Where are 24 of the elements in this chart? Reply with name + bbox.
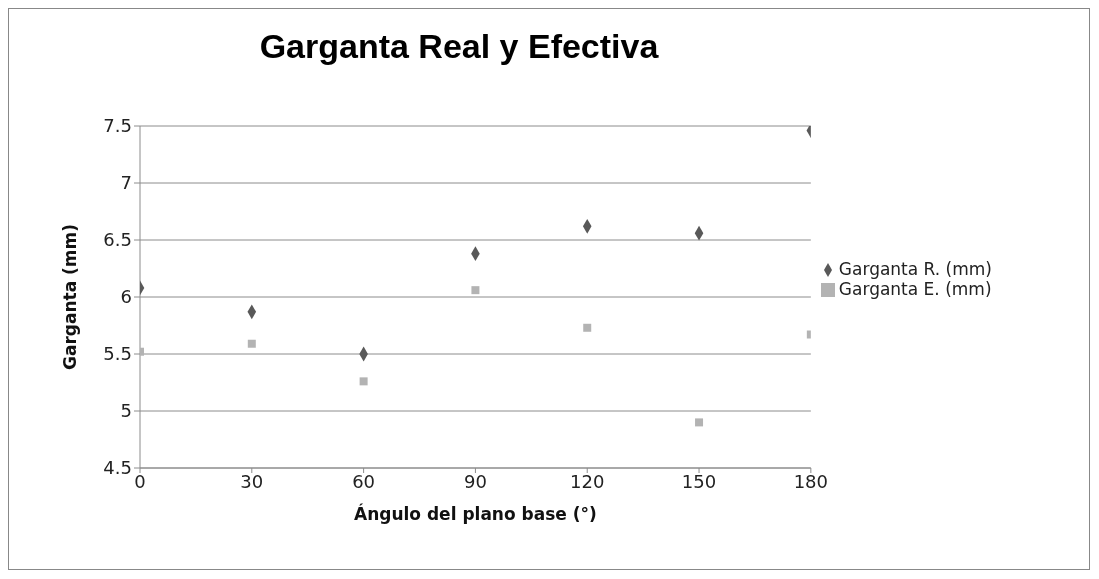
y-tick-label: 5.5 — [103, 343, 132, 365]
y-tick-label: 6.5 — [103, 229, 132, 251]
legend-label: Garganta R. (mm) — [838, 259, 992, 279]
x-axis-title: Ángulo del plano base (°) — [354, 503, 597, 524]
x-tick-label: 150 — [681, 470, 717, 492]
legend-label: Garganta E. (mm) — [838, 279, 992, 299]
x-tick-label: 90 — [463, 470, 487, 492]
y-axis-title: Garganta (mm) — [60, 223, 81, 371]
y-tick-label: 4.5 — [103, 457, 132, 479]
x-tick-label: 30 — [240, 470, 264, 492]
chart-title: Garganta Real y Efectiva — [258, 27, 660, 66]
point — [695, 418, 704, 427]
y-tick-label: 6 — [120, 286, 132, 308]
y-tick-label: 5 — [120, 400, 132, 422]
point — [471, 286, 480, 295]
point — [583, 323, 592, 332]
x-tick-label: 120 — [570, 470, 605, 492]
point — [247, 339, 256, 348]
x-tick-label: 180 — [793, 470, 829, 492]
point — [359, 377, 368, 386]
x-tick-label: 60 — [352, 470, 376, 492]
y-tick-label: 7.5 — [103, 115, 132, 137]
y-tick-label: 7 — [120, 172, 132, 194]
x-tick-label: 0 — [134, 470, 146, 492]
